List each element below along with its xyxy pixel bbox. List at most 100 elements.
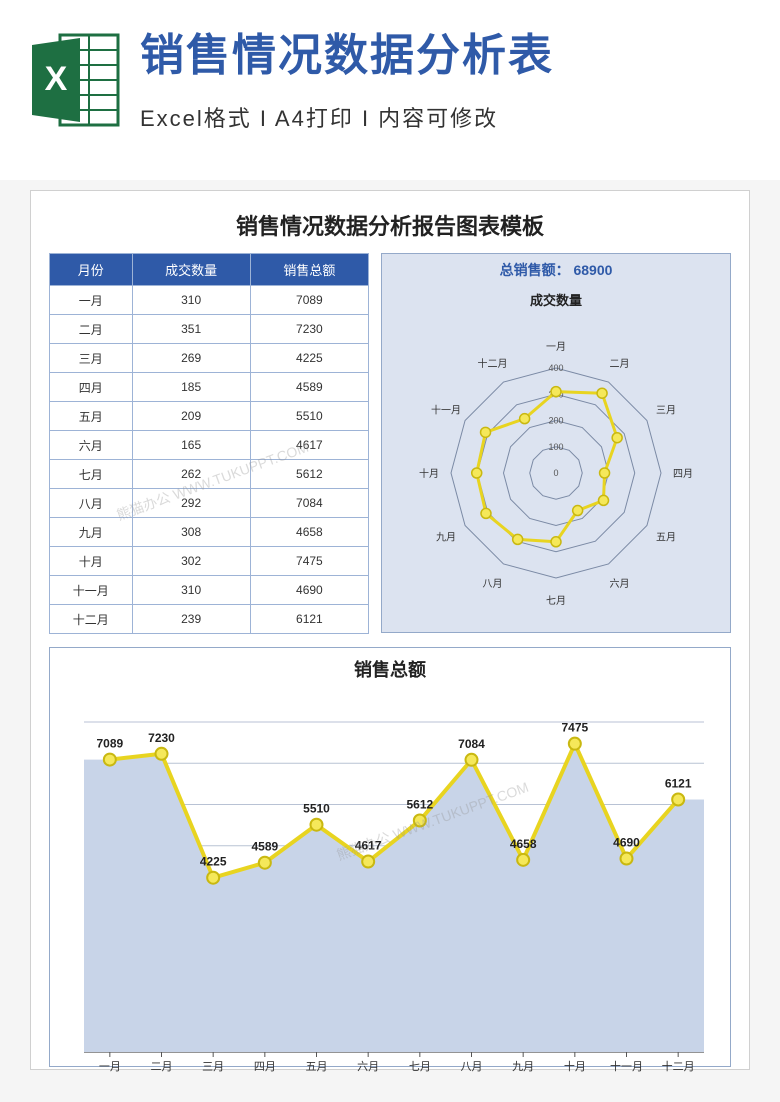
table-cell: 4658	[250, 518, 368, 547]
table-cell: 310	[132, 576, 250, 605]
header-bar: X 销售情况数据分析表 Excel格式 I A4打印 I 内容可修改	[0, 0, 780, 180]
table-header: 月份	[50, 254, 133, 286]
svg-text:5510: 5510	[303, 802, 330, 816]
svg-text:7084: 7084	[458, 737, 485, 751]
table-row: 六月1654617	[50, 431, 369, 460]
svg-text:三月: 三月	[202, 1061, 224, 1072]
svg-text:三月: 三月	[656, 405, 676, 417]
svg-text:七月: 七月	[546, 595, 566, 607]
table-cell: 十月	[50, 547, 133, 576]
svg-text:4617: 4617	[355, 839, 382, 853]
table-row: 五月2095510	[50, 402, 369, 431]
table-row: 十二月2396121	[50, 605, 369, 634]
table-cell: 一月	[50, 286, 133, 315]
total-sales-line: 总销售额： 68900	[382, 254, 730, 282]
svg-text:九月: 九月	[512, 1060, 534, 1072]
page-subtitle: Excel格式 I A4打印 I 内容可修改	[140, 101, 750, 133]
table-cell: 269	[132, 344, 250, 373]
table-row: 八月2927084	[50, 489, 369, 518]
svg-text:5612: 5612	[406, 798, 433, 812]
svg-text:四月: 四月	[254, 1061, 276, 1072]
line-chart: 一月 二月 三月 四月 五月 六月 七月 八月 九月 十月 十一月 十二月 7089 7230 4225 45…	[54, 682, 724, 1072]
svg-text:7230: 7230	[148, 731, 175, 745]
table-cell: 262	[132, 460, 250, 489]
svg-text:九月: 九月	[436, 532, 456, 544]
svg-text:4658: 4658	[510, 837, 537, 851]
table-cell: 209	[132, 402, 250, 431]
svg-text:二月: 二月	[151, 1061, 173, 1072]
excel-icon: X	[30, 30, 120, 130]
svg-text:十一月: 十一月	[431, 404, 461, 417]
table-cell: 九月	[50, 518, 133, 547]
radar-chart: 0100200300400一月二月三月四月五月六月七月八月九月十月十一月十二月	[396, 313, 716, 613]
svg-text:一月: 一月	[99, 1061, 121, 1072]
svg-text:400: 400	[548, 363, 563, 373]
table-header: 销售总额	[250, 254, 368, 286]
svg-text:十月: 十月	[564, 1059, 586, 1072]
svg-text:4589: 4589	[251, 840, 278, 854]
svg-text:十月: 十月	[419, 467, 439, 480]
table-cell: 7475	[250, 547, 368, 576]
svg-text:一月: 一月	[546, 341, 566, 353]
table-cell: 十二月	[50, 605, 133, 634]
table-cell: 308	[132, 518, 250, 547]
table-row: 四月1854589	[50, 373, 369, 402]
svg-text:4690: 4690	[613, 836, 640, 850]
svg-text:200: 200	[548, 416, 563, 426]
table-cell: 165	[132, 431, 250, 460]
total-value: 68900	[573, 262, 612, 278]
svg-text:六月: 六月	[610, 578, 630, 590]
svg-text:X: X	[45, 60, 68, 98]
table-row: 十一月3104690	[50, 576, 369, 605]
svg-text:7475: 7475	[561, 721, 588, 735]
table-cell: 五月	[50, 402, 133, 431]
table-cell: 十一月	[50, 576, 133, 605]
table-row: 九月3084658	[50, 518, 369, 547]
data-table-wrap: 月份成交数量销售总额 一月3107089二月3517230三月2694225四月…	[49, 253, 369, 633]
sheet-title: 销售情况数据分析报告图表模板	[49, 209, 731, 241]
svg-text:六月: 六月	[357, 1060, 379, 1072]
table-cell: 4589	[250, 373, 368, 402]
svg-text:十一月: 十一月	[610, 1059, 643, 1072]
table-cell: 7084	[250, 489, 368, 518]
sheet-preview: 销售情况数据分析报告图表模板 月份成交数量销售总额 一月3107089二月351…	[30, 190, 750, 1070]
table-cell: 239	[132, 605, 250, 634]
table-cell: 二月	[50, 315, 133, 344]
table-row: 七月2625612	[50, 460, 369, 489]
line-chart-panel: 销售总额 一月二月三月四月五月六月七月八月九月十月十一月十二月708972304…	[49, 647, 731, 1067]
table-cell: 7230	[250, 315, 368, 344]
svg-text:八月: 八月	[461, 1061, 483, 1072]
table-cell: 4617	[250, 431, 368, 460]
table-cell: 7089	[250, 286, 368, 315]
svg-text:100: 100	[548, 442, 563, 452]
data-table: 月份成交数量销售总额 一月3107089二月3517230三月2694225四月…	[49, 253, 369, 634]
table-cell: 四月	[50, 373, 133, 402]
line-chart-title: 销售总额	[54, 656, 726, 682]
total-label: 总销售额：	[500, 262, 570, 278]
svg-text:五月: 五月	[306, 1061, 328, 1072]
table-cell: 三月	[50, 344, 133, 373]
title-block: 销售情况数据分析表 Excel格式 I A4打印 I 内容可修改	[140, 30, 750, 133]
table-cell: 185	[132, 373, 250, 402]
svg-text:0: 0	[553, 468, 558, 478]
table-cell: 302	[132, 547, 250, 576]
table-cell: 4690	[250, 576, 368, 605]
table-cell: 5510	[250, 402, 368, 431]
radar-panel: 总销售额： 68900 成交数量 0100200300400一月二月三月四月五月…	[381, 253, 731, 633]
page-title: 销售情况数据分析表	[140, 30, 750, 83]
svg-text:十二月: 十二月	[478, 357, 508, 370]
table-row: 三月2694225	[50, 344, 369, 373]
svg-text:7089: 7089	[96, 737, 123, 751]
svg-text:八月: 八月	[483, 578, 503, 590]
table-header: 成交数量	[132, 254, 250, 286]
svg-text:七月: 七月	[409, 1060, 431, 1072]
svg-text:4225: 4225	[200, 855, 227, 869]
table-row: 十月3027475	[50, 547, 369, 576]
radar-title: 成交数量	[382, 290, 730, 309]
table-row: 一月3107089	[50, 286, 369, 315]
svg-text:十二月: 十二月	[662, 1059, 695, 1072]
svg-text:二月: 二月	[610, 358, 630, 370]
table-cell: 292	[132, 489, 250, 518]
table-cell: 八月	[50, 489, 133, 518]
table-cell: 6121	[250, 605, 368, 634]
